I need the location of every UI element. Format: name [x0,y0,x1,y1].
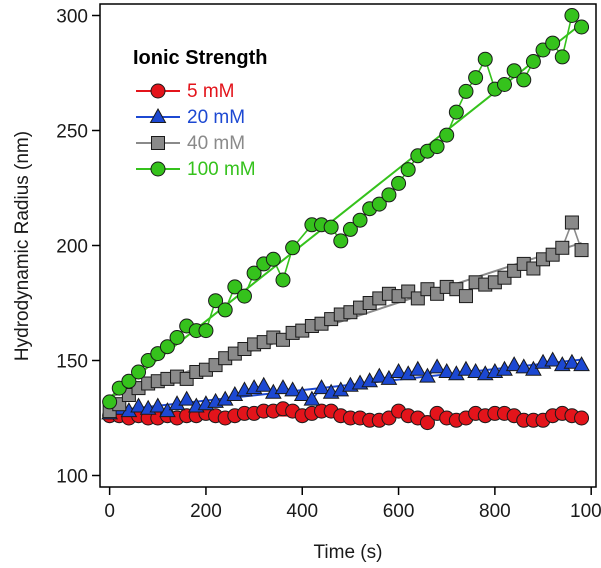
data-point [429,139,445,155]
data-point [458,289,473,304]
data-point [246,265,262,281]
data-point [352,212,368,228]
data-point [390,362,407,378]
legend-label: 5 mM [187,81,235,102]
data-point [515,358,533,374]
series-1 [101,351,590,420]
data-point [573,356,590,372]
data-point [458,83,474,99]
y-tick-label: 100 [56,467,88,488]
legend-marker [149,107,167,123]
data-point [159,339,175,355]
data-point [438,362,456,378]
data-point [545,35,561,51]
y-tick-label: 150 [56,352,88,373]
data-point [370,367,388,383]
y-tick-label: 300 [56,7,88,28]
data-point [409,360,427,376]
data-point [131,364,147,380]
data-point [419,415,435,431]
data-point [505,356,523,372]
data-point [274,379,292,395]
series-0 [102,401,590,431]
data-point [448,104,464,120]
series-3 [102,8,590,410]
data-point [391,175,407,191]
data-point [198,323,214,339]
data-point [284,381,301,397]
x-tick-label: 1000 [570,501,601,522]
legend-label: 20 mM [187,107,245,128]
x-tick-label: 200 [190,501,222,522]
data-point [525,54,541,69]
data-point [477,51,493,67]
data-point [439,127,455,143]
data-point [217,302,233,318]
legend: Ionic Strength 5 mM 20 mM 40 mM 100 mM [133,47,267,180]
data-point [428,358,446,374]
legend-label: 40 mM [187,133,245,154]
data-point [178,390,196,406]
legend-marker [150,161,166,177]
data-point [313,379,330,395]
data-point [468,70,484,86]
x-axis-label: Time (s) [314,542,383,563]
data-point [342,221,358,237]
data-point [516,72,532,88]
data-point [323,219,339,235]
x-tick-label: 800 [479,501,511,522]
data-point [506,63,522,79]
series-2 [102,215,589,419]
data-point [303,390,321,406]
data-point [564,8,580,23]
legend-marker [150,83,166,99]
data-point [130,397,147,413]
data-point [121,373,137,389]
data-point [265,251,281,267]
data-point [255,376,273,392]
data-point [574,19,590,35]
data-point [293,385,311,401]
data-point [169,330,185,345]
data-point [102,394,118,410]
y-axis-label: Hydrodynamic Radius (nm) [12,131,33,361]
x-tick-label: 600 [383,501,415,522]
legend-marker [151,136,165,150]
data-point [419,367,436,383]
data-point [467,362,484,378]
data-point [285,240,301,256]
data-point [563,353,581,369]
data-point [544,351,562,367]
x-tick-label: 0 [104,501,115,522]
data-point [554,49,570,65]
data-point [208,293,224,309]
data-point [227,279,243,295]
legend-label: 100 mM [187,159,256,180]
x-tick-label: 400 [286,501,318,522]
data-point [564,215,579,230]
data-point [236,288,252,304]
data-point [381,187,397,203]
data-point [275,272,291,288]
data-point [555,240,570,255]
legend-title: Ionic Strength [133,47,267,69]
data-point [574,410,590,426]
series-layer [101,8,590,431]
data-point [371,196,387,212]
data-point [400,162,416,178]
data-point [149,397,167,413]
y-tick-label: 250 [56,122,88,143]
data-point [333,233,349,249]
data-point [457,360,475,376]
data-point [574,243,589,258]
ticks-layer: 0 200 400 600 800 1000 100 150 200 250 300 [56,7,601,523]
y-tick-label: 200 [56,237,88,258]
data-point [497,77,513,92]
